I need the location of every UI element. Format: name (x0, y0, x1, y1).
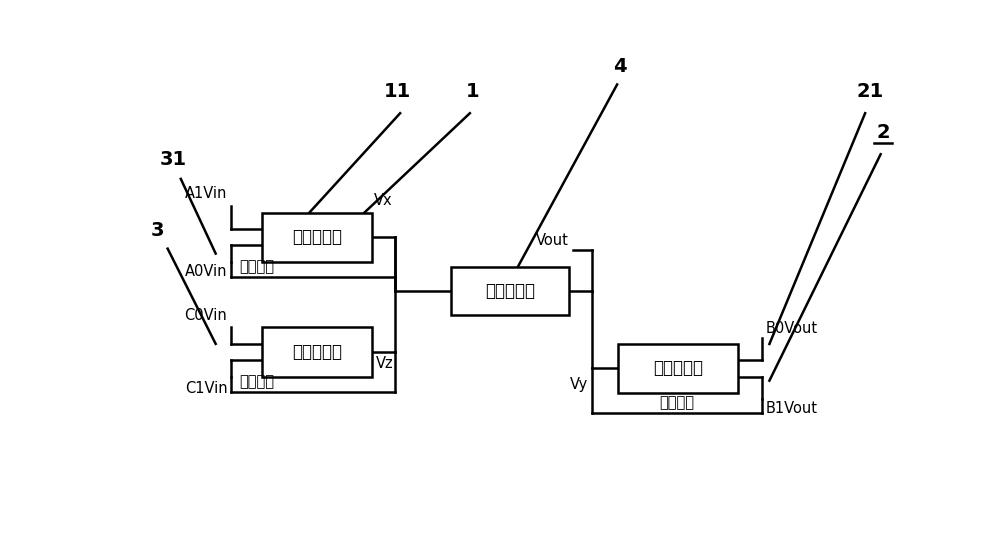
Text: Vx: Vx (374, 193, 392, 208)
Text: Vout: Vout (536, 233, 569, 248)
Text: 第二电荷泵: 第二电荷泵 (653, 359, 703, 377)
Bar (618, 344, 738, 393)
Text: 3: 3 (151, 221, 164, 240)
Text: 1: 1 (465, 82, 479, 101)
Text: 第三链路: 第三链路 (239, 374, 274, 389)
Text: 第一链路: 第一链路 (239, 259, 274, 274)
Text: A1Vin: A1Vin (185, 186, 227, 201)
Text: C1Vin: C1Vin (185, 381, 227, 396)
Text: 2: 2 (876, 123, 890, 142)
Bar (262, 327, 372, 377)
Text: 第四电荷泵: 第四电荷泵 (292, 343, 342, 361)
Text: Vy: Vy (570, 377, 588, 392)
Text: 31: 31 (159, 150, 187, 168)
Text: 21: 21 (857, 82, 884, 101)
Bar (451, 266, 569, 315)
Text: 第二链路: 第二链路 (659, 395, 694, 410)
Text: 4: 4 (613, 57, 626, 76)
Text: Vz: Vz (376, 356, 394, 371)
Text: A0Vin: A0Vin (185, 264, 227, 279)
Text: B0Vout: B0Vout (766, 321, 818, 336)
Text: C0Vin: C0Vin (185, 308, 227, 324)
Text: 第三电荷泵: 第三电荷泵 (485, 282, 535, 300)
Bar (262, 213, 372, 262)
Text: 11: 11 (384, 82, 411, 101)
Text: B1Vout: B1Vout (766, 401, 818, 416)
Text: 第一电荷泵: 第一电荷泵 (292, 228, 342, 246)
